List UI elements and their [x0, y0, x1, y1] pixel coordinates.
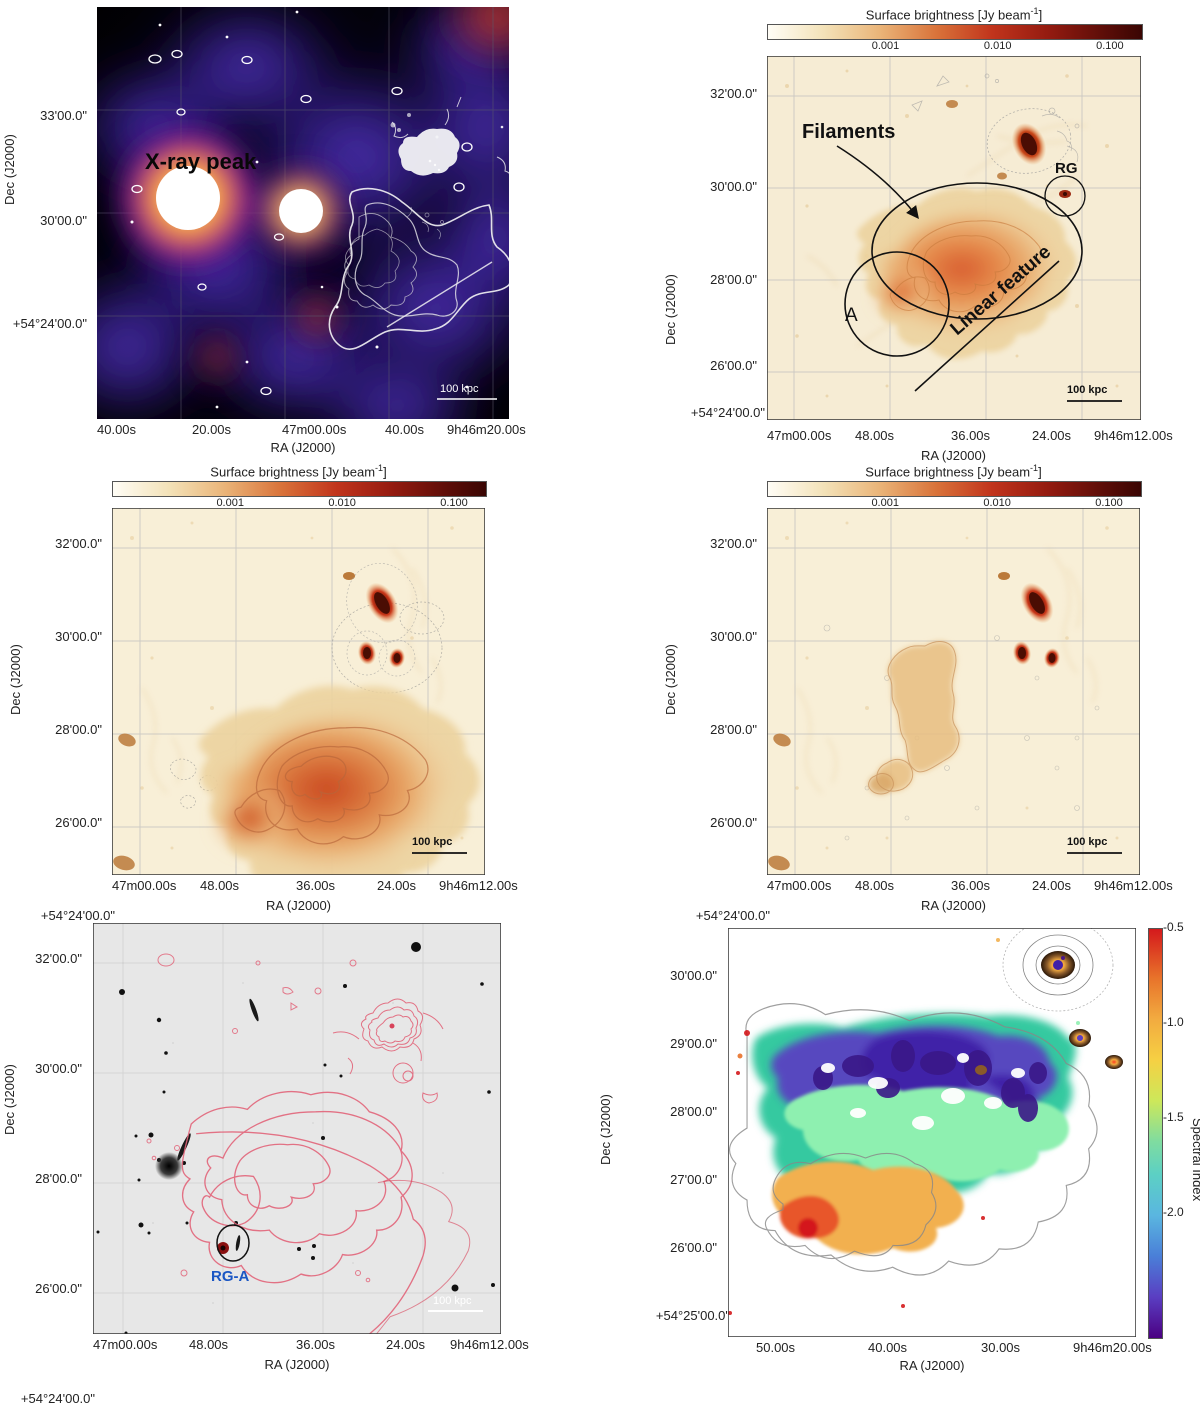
svg-text:RG-A: RG-A [211, 1268, 249, 1285]
svg-text:X-ray peak: X-ray peak [145, 149, 257, 174]
svg-text:100 kpc: 100 kpc [1067, 384, 1107, 396]
svg-text:100 kpc: 100 kpc [1067, 836, 1107, 848]
svg-text:100 kpc: 100 kpc [433, 1295, 472, 1307]
svg-text:100 kpc: 100 kpc [412, 836, 452, 848]
svg-text:Filaments: Filaments [802, 121, 895, 143]
svg-text:RG: RG [1055, 160, 1078, 177]
svg-text:100 kpc: 100 kpc [440, 383, 479, 395]
svg-text:A: A [845, 305, 858, 326]
